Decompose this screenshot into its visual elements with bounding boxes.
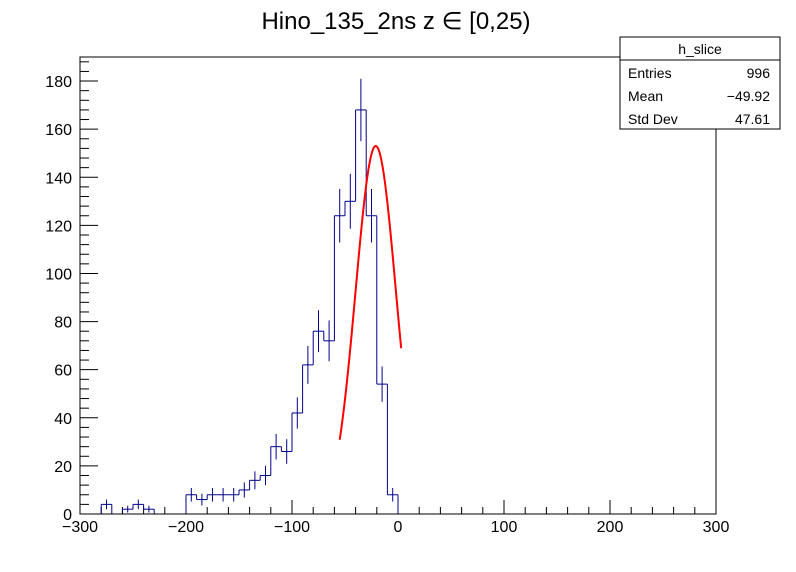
plot-frame <box>79 56 717 515</box>
x-axis-tick-labels: −300 −200 −100 0 100 200 300 <box>62 519 729 536</box>
gaussian-fit-curve <box>338 144 403 440</box>
stats-mean-value: −49.92 <box>727 88 770 104</box>
x-tick-label: 300 <box>703 519 730 536</box>
y-tick-label: 120 <box>45 218 72 235</box>
x-tick-label: 200 <box>597 519 624 536</box>
y-tick-label: 40 <box>54 411 72 428</box>
stats-entries-label: Entries <box>628 65 672 81</box>
y-tick-label: 80 <box>54 315 72 332</box>
y-tick-label: 0 <box>63 507 72 524</box>
stats-box-frame <box>619 36 781 130</box>
x-tick-label: 100 <box>491 519 518 536</box>
stats-stddev-label: Std Dev <box>628 111 678 127</box>
stats-entries-value: 996 <box>747 65 771 81</box>
y-tick-label: 100 <box>45 266 72 283</box>
y-tick-label: 160 <box>45 122 72 139</box>
x-tick-label: −200 <box>168 519 204 536</box>
y-axis-tick-labels: 0 20 40 60 80 100 120 140 160 180 <box>45 74 72 524</box>
x-tick-label: −100 <box>274 519 310 536</box>
stats-mean-label: Mean <box>628 88 663 104</box>
y-tick-label: 60 <box>54 363 72 380</box>
y-tick-label: 20 <box>54 459 72 476</box>
stats-stddev-value: 47.61 <box>735 111 770 127</box>
stats-box: h_slice Entries 996 Mean −49.92 Std Dev … <box>619 36 781 130</box>
chart-title: Hino_135_2ns z ∈ [0,25) <box>261 8 530 35</box>
x-tick-label: 0 <box>394 519 403 536</box>
x-tick-label: −300 <box>62 519 98 536</box>
error-bars <box>106 78 394 513</box>
y-tick-label: 180 <box>45 74 72 91</box>
stats-box-title: h_slice <box>678 41 722 57</box>
y-tick-label: 140 <box>45 170 72 187</box>
